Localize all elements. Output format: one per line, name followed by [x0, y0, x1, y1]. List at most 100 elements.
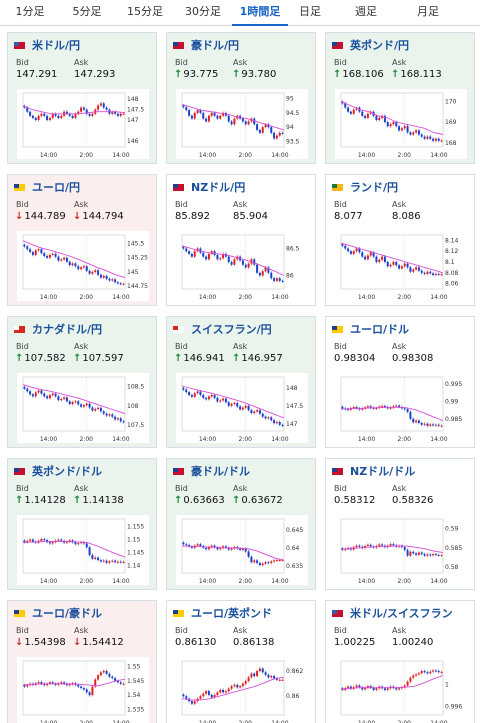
rate-card[interactable]: 英ポンド/円 Bid Ask ↑168.106 ↑168.113 170 169 1… — [325, 32, 475, 164]
candle-body — [34, 117, 37, 120]
mini-chart[interactable]: 0.995 0.99 0.985 14:00 2:00 14:00 — [335, 373, 467, 443]
rate-card[interactable]: 米ドル/円 Bid Ask 147.291 147.293 148 147.5 14… — [7, 32, 157, 164]
currency-pair-name[interactable]: 英ポンド/ドル — [32, 465, 103, 478]
candle-body — [91, 555, 94, 559]
mini-chart[interactable]: 95 94.5 94 93.5 14:00 2:00 14:00 — [176, 89, 308, 159]
mini-chart[interactable]: 1.155 1.15 1.145 1.14 14:00 2:00 14:00 — [17, 515, 149, 585]
candle-body — [37, 115, 40, 120]
tab-1min[interactable]: 1分足 — [15, 5, 45, 18]
tab-monthly[interactable]: 月足 — [417, 5, 439, 18]
candle-body — [369, 686, 372, 688]
mini-chart[interactable]: 145.5 145.25 145 144.75 14:00 2:00 14:00 — [17, 231, 149, 301]
x-tick-label: 2:00 — [238, 294, 252, 301]
currency-pair-name[interactable]: NZドル/円 — [191, 181, 246, 194]
currency-pair-name[interactable]: ユーロ/ドル — [350, 323, 410, 336]
rate-card[interactable]: カナダドル/円 Bid Ask ↑107.582 ↑107.597 108.5 1… — [7, 316, 157, 448]
arrow-up-icon: ↑ — [174, 495, 183, 506]
bid-value: ↑146.941 — [174, 353, 225, 364]
mini-chart[interactable]: 108.5 108 107.5 14:00 2:00 14:00 — [17, 373, 149, 443]
currency-pair-name[interactable]: ユーロ/英ポンド — [191, 607, 273, 620]
candle-body — [366, 544, 369, 546]
currency-pair-name[interactable]: 米ドル/円 — [32, 39, 81, 52]
candle-body — [230, 121, 233, 125]
mini-chart[interactable]: 86.5 86 14:00 2:00 14:00 — [176, 231, 308, 301]
mini-chart[interactable]: 0.645 0.64 0.635 14:00 2:00 14:00 — [176, 515, 308, 585]
candle-body — [437, 554, 440, 556]
candle-body — [88, 403, 91, 408]
candle-body — [392, 686, 395, 688]
currency-pair-name[interactable]: スイスフラン/円 — [191, 323, 272, 336]
tab-daily[interactable]: 日足 — [299, 5, 321, 18]
currency-pair-name[interactable]: 米ドル/スイスフラン — [350, 607, 453, 620]
bid-label: Bid — [334, 342, 347, 351]
ca-jp-flag-icon — [14, 326, 25, 333]
mini-chart[interactable]: 148 147.5 147 146 14:00 2:00 14:00 — [17, 89, 149, 159]
currency-pair-name[interactable]: NZドル/ドル — [350, 465, 416, 478]
rate-card[interactable]: ランド/円 Bid Ask 8.077 8.086 8.14 8.12 8.1 8.0… — [325, 174, 475, 306]
rate-card[interactable]: ユーロ/豪ドル Bid Ask ↓1.54398 ↓1.54412 1.55 1.… — [7, 600, 157, 723]
mini-chart[interactable]: 1 0.996 14:00 2:00 14:00 — [335, 657, 467, 723]
mini-chart[interactable]: 8.14 8.12 8.1 8.08 8.06 14:00 2:00 14:00 — [335, 231, 467, 301]
rate-card[interactable]: 米ドル/スイスフラン Bid Ask 1.00225 1.00240 1 0.99… — [325, 600, 475, 723]
x-tick-label: 2:00 — [238, 436, 252, 443]
candle-body — [185, 544, 188, 546]
x-tick-label: 14:00 — [40, 578, 57, 585]
currency-pair-name[interactable]: 豪ドル/円 — [191, 39, 240, 52]
candle-body — [219, 689, 222, 693]
mini-chart[interactable]: 1.55 1.545 1.54 1.535 14:00 2:00 14:00 — [17, 657, 149, 723]
currency-pair-name[interactable]: ユーロ/円 — [32, 181, 81, 194]
currency-pair-name[interactable]: 豪ドル/ドル — [191, 465, 251, 478]
ask-label: Ask — [392, 200, 407, 209]
candle-body — [381, 256, 384, 260]
tab-5min[interactable]: 5分足 — [72, 5, 102, 18]
currency-pair-name[interactable]: 英ポンド/円 — [350, 39, 410, 52]
candle-body — [80, 404, 83, 407]
eu-au-flag-icon — [14, 610, 25, 617]
currency-pair-name[interactable]: カナダドル/円 — [32, 323, 103, 336]
mini-chart[interactable]: 148 147.5 147 14:00 2:00 14:00 — [176, 373, 308, 443]
candle-body — [102, 411, 105, 414]
candle-body — [392, 122, 395, 125]
rate-card[interactable]: 英ポンド/ドル Bid Ask ↑1.14128 ↑1.14138 1.155 1… — [7, 458, 157, 590]
y-tick-label: 145.5 — [127, 241, 144, 248]
mini-chart[interactable]: 0.862 0.86 14:00 2:00 14:00 — [176, 657, 308, 723]
arrow-up-icon: ↑ — [232, 353, 241, 364]
candle-body — [341, 244, 344, 246]
candle-body — [99, 103, 102, 106]
candle-body — [29, 249, 32, 253]
candle-body — [68, 684, 71, 686]
rate-card[interactable]: 豪ドル/ドル Bid Ask ↑0.63663 ↑0.63672 0.645 0.… — [166, 458, 316, 590]
rate-card[interactable]: ユーロ/英ポンド Bid Ask 0.86130 0.86138 0.862 0.… — [166, 600, 316, 723]
candle-body — [230, 686, 233, 689]
rate-card[interactable]: 豪ドル/円 Bid Ask ↑93.775 ↑93.780 95 94.5 94 93… — [166, 32, 316, 164]
currency-pair-name[interactable]: ランド/円 — [350, 181, 399, 194]
candle-body — [202, 395, 205, 398]
mini-chart[interactable]: 170 169 168 14:00 2:00 14:00 — [335, 89, 467, 159]
rate-card[interactable]: スイスフラン/円 Bid Ask ↑146.941 ↑146.957 148 14… — [166, 316, 316, 448]
rate-card[interactable]: NZドル/円 Bid Ask 85.892 85.904 86.5 86 14:00… — [166, 174, 316, 306]
candle-body — [205, 691, 208, 694]
bid-label: Bid — [334, 58, 347, 67]
plot-frame — [340, 376, 444, 432]
candle-body — [65, 683, 68, 686]
currency-pair-name[interactable]: ユーロ/豪ドル — [32, 607, 103, 620]
candle-body — [420, 552, 423, 555]
candle-body — [247, 405, 250, 411]
x-tick-label: 14:00 — [40, 720, 57, 723]
tab-30min[interactable]: 30分足 — [185, 5, 221, 18]
mini-chart[interactable]: 0.59 0.585 0.58 14:00 2:00 14:00 — [335, 515, 467, 585]
candle-body — [406, 681, 409, 686]
candle-body — [196, 110, 199, 113]
candle-body — [114, 111, 117, 114]
bid-label: Bid — [16, 58, 29, 67]
candle-body — [88, 270, 91, 274]
rate-card[interactable]: NZドル/ドル Bid Ask 0.58312 0.58326 0.59 0.58… — [325, 458, 475, 590]
tab-15min[interactable]: 15分足 — [127, 5, 163, 18]
rate-card[interactable]: ユーロ/円 Bid Ask ↓144.789 ↓144.794 145.5 145… — [7, 174, 157, 306]
candle-body — [358, 408, 361, 410]
rate-card[interactable]: ユーロ/ドル Bid Ask 0.98304 0.98308 0.995 0.99… — [325, 316, 475, 448]
tab-1hour[interactable]: 1時間足 — [232, 0, 288, 26]
tab-weekly[interactable]: 週足 — [355, 5, 377, 18]
candle-body — [122, 113, 125, 115]
candle-body — [361, 687, 364, 690]
